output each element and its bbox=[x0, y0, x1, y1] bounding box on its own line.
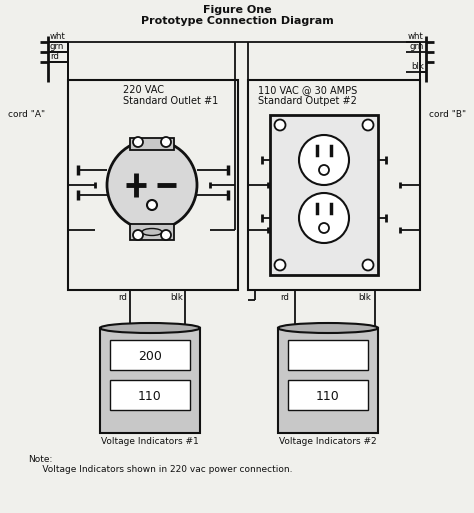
Text: Standard Outpet #2: Standard Outpet #2 bbox=[258, 96, 357, 106]
Circle shape bbox=[161, 230, 171, 240]
Circle shape bbox=[274, 260, 285, 270]
Bar bbox=[248, 80, 420, 290]
Text: 110 VAC @ 30 AMPS: 110 VAC @ 30 AMPS bbox=[258, 85, 357, 95]
Circle shape bbox=[363, 120, 374, 130]
Ellipse shape bbox=[278, 323, 378, 333]
Bar bbox=[110, 340, 190, 370]
Text: cord "B": cord "B" bbox=[429, 110, 466, 119]
Text: grn: grn bbox=[50, 42, 64, 51]
Bar bbox=[270, 115, 378, 275]
Text: rd: rd bbox=[118, 293, 127, 302]
Text: blk: blk bbox=[170, 293, 183, 302]
Text: 110: 110 bbox=[138, 389, 162, 403]
Circle shape bbox=[319, 223, 329, 233]
Bar bbox=[130, 224, 174, 240]
Text: rd: rd bbox=[50, 52, 59, 61]
Text: grn: grn bbox=[410, 42, 424, 51]
Circle shape bbox=[299, 135, 349, 185]
Ellipse shape bbox=[100, 323, 200, 333]
Text: rd: rd bbox=[280, 293, 289, 302]
Bar bbox=[68, 80, 238, 290]
Text: wht: wht bbox=[50, 32, 66, 41]
Text: 220 VAC: 220 VAC bbox=[123, 85, 164, 95]
Circle shape bbox=[161, 137, 171, 147]
Circle shape bbox=[133, 137, 143, 147]
Text: Standard Outlet #1: Standard Outlet #1 bbox=[123, 96, 218, 106]
Bar bbox=[110, 380, 190, 410]
Bar bbox=[288, 340, 368, 370]
Text: Voltage Indicators #2: Voltage Indicators #2 bbox=[279, 437, 377, 446]
Text: wht: wht bbox=[408, 32, 424, 41]
Text: 110: 110 bbox=[316, 389, 340, 403]
Circle shape bbox=[147, 200, 157, 210]
Text: cord "A": cord "A" bbox=[8, 110, 45, 119]
Text: Voltage Indicators #1: Voltage Indicators #1 bbox=[101, 437, 199, 446]
Text: Prototype Connection Diagram: Prototype Connection Diagram bbox=[141, 16, 333, 26]
Circle shape bbox=[274, 120, 285, 130]
Circle shape bbox=[133, 230, 143, 240]
Text: 200: 200 bbox=[138, 349, 162, 363]
Text: Note:
     Voltage Indicators shown in 220 vac power connection.: Note: Voltage Indicators shown in 220 va… bbox=[28, 455, 292, 475]
Text: blk: blk bbox=[411, 62, 424, 71]
Circle shape bbox=[319, 165, 329, 175]
Circle shape bbox=[299, 193, 349, 243]
Bar bbox=[100, 328, 200, 433]
Text: Figure One: Figure One bbox=[203, 5, 271, 15]
Circle shape bbox=[363, 260, 374, 270]
Bar bbox=[278, 328, 378, 433]
Ellipse shape bbox=[142, 228, 162, 235]
Bar bbox=[130, 138, 174, 150]
Circle shape bbox=[107, 140, 197, 230]
Text: blk: blk bbox=[358, 293, 371, 302]
Bar bbox=[288, 380, 368, 410]
